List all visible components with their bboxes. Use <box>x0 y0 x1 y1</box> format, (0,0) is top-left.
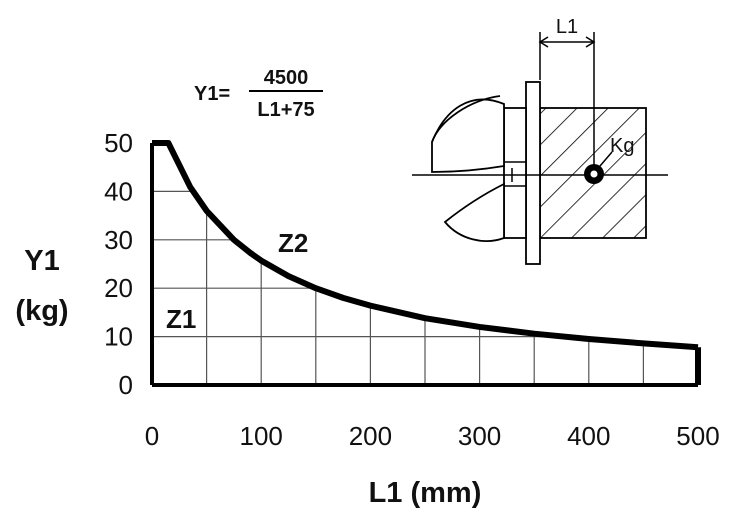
x-tick-labels: 0 100 200 300 400 500 <box>145 421 720 451</box>
capacity-curve <box>152 140 699 351</box>
formula-denominator: L1+75 <box>257 99 314 121</box>
load-leader-line <box>599 151 613 167</box>
dimension-label: L1 <box>556 16 578 38</box>
gripper-diagram: L1 Kg <box>412 16 668 265</box>
y-tick-label: 30 <box>104 225 133 255</box>
y-axis-label-line1: Y1 <box>24 245 59 277</box>
y-tick-labels: 0 10 20 30 40 50 <box>104 128 133 400</box>
formula-lhs: Y1= <box>194 83 230 105</box>
x-tick-label: 500 <box>676 421 719 451</box>
x-tick-label: 100 <box>240 421 283 451</box>
grid-lines <box>152 190 645 385</box>
flange-plate <box>525 81 541 265</box>
y-tick-label: 10 <box>104 322 133 352</box>
y-tick-label: 40 <box>104 176 133 206</box>
load-point-inner <box>590 170 598 178</box>
x-axis-label: L1 (mm) <box>369 477 482 509</box>
load-label: Kg <box>610 135 634 157</box>
x-tick-label: 0 <box>145 421 159 451</box>
y-tick-label: 50 <box>104 128 133 158</box>
formula-numerator: 4500 <box>264 67 309 89</box>
zone-label-z1: Z1 <box>166 304 196 334</box>
zone-label-z2: Z2 <box>278 228 308 258</box>
y-tick-label: 20 <box>104 273 133 303</box>
y-tick-label: 0 <box>119 370 133 400</box>
x-tick-label: 400 <box>567 421 610 451</box>
lower-jaw <box>443 182 505 242</box>
x-tick-label: 300 <box>458 421 501 451</box>
x-tick-label: 200 <box>349 421 392 451</box>
upper-jaw <box>431 98 505 173</box>
y-axis-label-line2: (kg) <box>15 295 68 327</box>
gripper-body <box>503 107 527 239</box>
jaw-arc-upper <box>431 95 501 143</box>
formula: Y1= 4500 L1+75 <box>194 67 323 121</box>
